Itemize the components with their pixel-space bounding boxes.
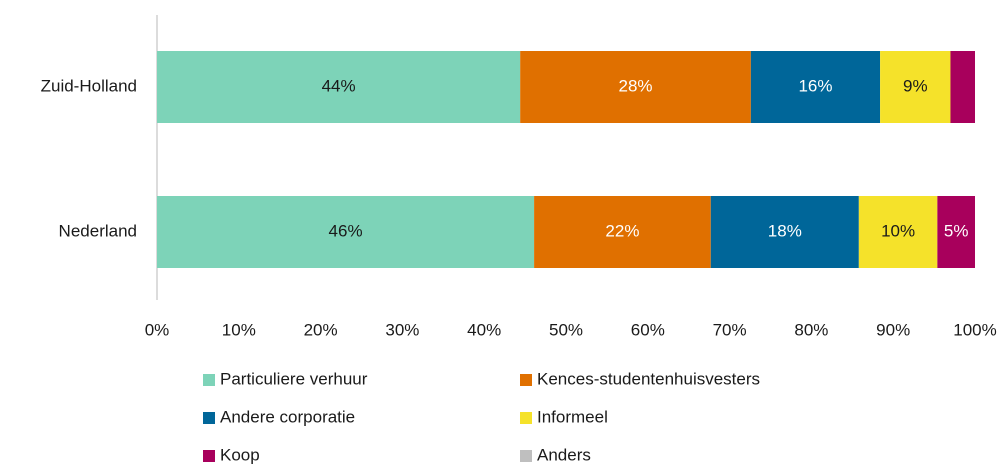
x-tick-label: 70% [713, 320, 747, 339]
bar-segment [157, 51, 521, 123]
x-tick-label: 30% [385, 320, 419, 339]
legend-swatch [520, 450, 532, 462]
legend-label: Andere corporatie [220, 407, 355, 426]
x-tick-label: 50% [549, 320, 583, 339]
data-label: 44% [322, 76, 356, 95]
y-tick-label: Nederland [59, 221, 137, 240]
x-tick-label: 100% [953, 320, 996, 339]
data-label: 5% [944, 221, 969, 240]
data-label: 46% [329, 221, 363, 240]
legend-label: Kences-studentenhuisvesters [537, 369, 760, 388]
data-label: 10% [881, 221, 915, 240]
bar-segment [710, 196, 859, 268]
legend-label: Informeel [537, 407, 608, 426]
x-tick-label: 90% [876, 320, 910, 339]
legend-swatch [520, 412, 532, 424]
x-tick-label: 40% [467, 320, 501, 339]
x-tick-label: 10% [222, 320, 256, 339]
x-tick-label: 20% [304, 320, 338, 339]
legend-swatch [203, 412, 215, 424]
data-label: 18% [768, 221, 802, 240]
bar-segment [937, 196, 975, 268]
bar-segment [750, 51, 881, 123]
x-tick-label: 0% [145, 320, 170, 339]
bar-segment [520, 51, 751, 123]
bar-segment [858, 196, 938, 268]
data-label: 22% [605, 221, 639, 240]
legend-label: Particuliere verhuur [220, 369, 368, 388]
legend-swatch [203, 450, 215, 462]
bar-segment [880, 51, 951, 123]
legend-label: Anders [537, 445, 591, 464]
data-label: 9% [903, 76, 928, 95]
y-tick-label: Zuid-Holland [41, 76, 137, 95]
x-tick-label: 60% [631, 320, 665, 339]
x-tick-label: 80% [794, 320, 828, 339]
data-label: 28% [619, 76, 653, 95]
legend-swatch [520, 374, 532, 386]
bar-segment [157, 196, 535, 268]
bar-segment [950, 51, 975, 123]
bar-segment [534, 196, 711, 268]
legend-label: Koop [220, 445, 260, 464]
legend-swatch [203, 374, 215, 386]
data-label: 16% [798, 76, 832, 95]
